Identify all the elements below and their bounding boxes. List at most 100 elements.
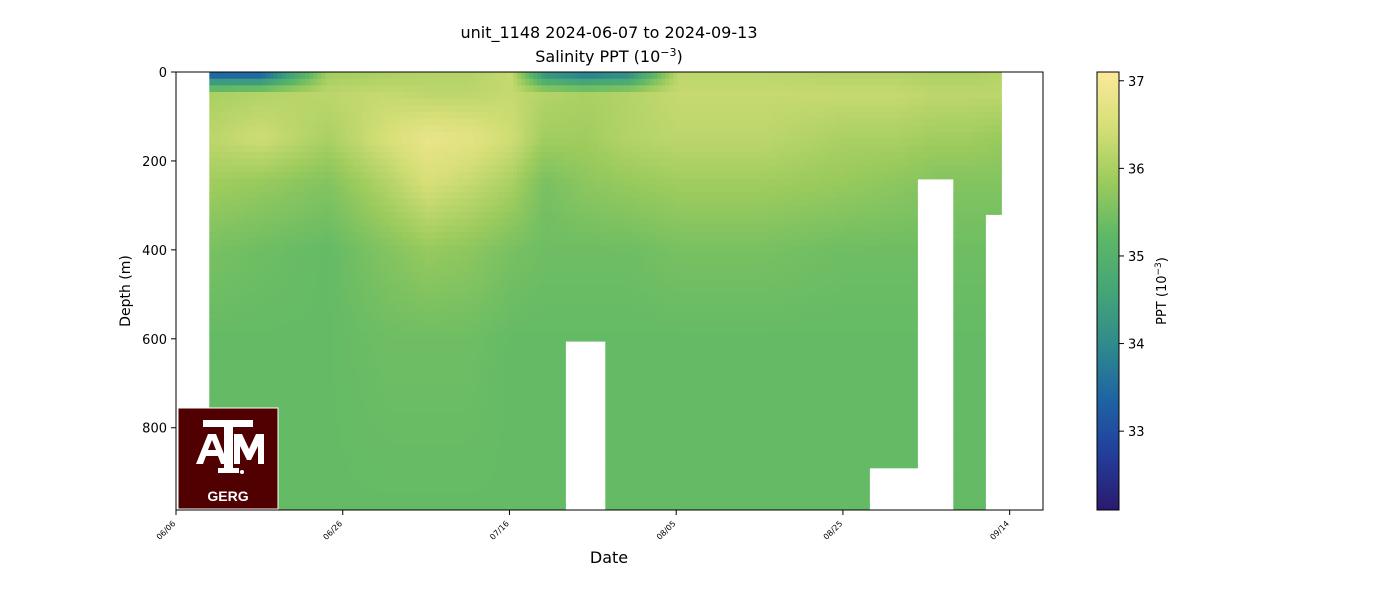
heatmap-cell [221,272,226,280]
heatmap-cell [345,172,350,180]
heatmap-cell [273,332,278,340]
heatmap-cell [405,212,410,220]
heatmap-cell [493,112,498,120]
heatmap-cell [445,365,450,373]
heatmap-cell [389,398,394,407]
heatmap-cell [369,238,374,247]
heatmap-cell [245,112,250,120]
heatmap-cell [437,345,442,353]
heatmap-cell [489,465,494,473]
heatmap-cell [445,158,450,166]
heatmap-cell [293,312,298,320]
heatmap-cell [405,232,410,240]
heatmap-cell [225,378,230,387]
heatmap-cell [293,332,298,340]
heatmap-cell [381,425,386,433]
heatmap-cell [357,172,362,180]
heatmap-cell [365,152,370,160]
heatmap-cell [365,138,370,146]
heatmap-cell [429,212,434,220]
heatmap-cell [505,278,510,287]
heatmap-cell [361,498,366,507]
heatmap-cell [321,398,326,407]
heatmap-cell [369,452,374,460]
heatmap-cell [401,505,406,510]
heatmap-cell [285,325,290,333]
heatmap-cell [481,158,486,166]
heatmap-cell [365,505,370,510]
heatmap-cell [389,478,394,487]
heatmap-cell [489,178,494,186]
heatmap-cell [233,92,238,100]
heatmap-cell [377,145,382,153]
heatmap-cell [313,505,318,510]
heatmap-cell [329,252,334,260]
heatmap-cell [353,85,358,93]
heatmap-cell [505,225,510,233]
heatmap-cell [461,358,466,367]
heatmap-cell [489,332,494,340]
heatmap-cell [313,425,318,433]
heatmap-cell [381,85,386,93]
heatmap-cell [465,85,470,93]
heatmap-cell [289,105,294,113]
heatmap-cell [233,338,238,347]
heatmap-cell [465,285,470,293]
heatmap-cell [269,78,274,86]
heatmap-cell [293,185,298,193]
heatmap-cell [257,245,262,253]
heatmap-cell [445,412,450,420]
heatmap-cell [385,258,390,267]
heatmap-cell [433,498,438,507]
heatmap-cell [209,272,214,280]
heatmap-cell [305,325,310,333]
heatmap-cell [445,345,450,353]
heatmap-cell [329,418,334,427]
heatmap-cell [397,232,402,240]
heatmap-cell [393,332,398,340]
heatmap-cell [277,178,282,186]
heatmap-cell [401,78,406,86]
heatmap-cell [437,198,442,206]
heatmap-cell [429,138,434,146]
heatmap-cell [477,218,482,226]
heatmap-cell [365,298,370,307]
heatmap-cell [505,485,510,493]
heatmap-cell [413,278,418,287]
heatmap-cell [237,292,242,300]
heatmap-cell [261,292,266,300]
heatmap-cell [225,385,230,393]
heatmap-cell [481,212,486,220]
heatmap-cell [505,425,510,433]
heatmap-cell [213,378,218,387]
heatmap-cell [485,498,490,507]
heatmap-cell [321,125,326,133]
heatmap-cell [305,205,310,213]
heatmap-cell [377,418,382,427]
heatmap-cell [445,125,450,133]
heatmap-cell [453,232,458,240]
heatmap-cell [469,452,474,460]
heatmap-cell [417,418,422,427]
heatmap-cell [401,212,406,220]
heatmap-cell [437,478,442,487]
heatmap-cell [273,238,278,247]
heatmap-cell [373,185,378,193]
heatmap-cell [301,105,306,113]
heatmap-cell [417,252,422,260]
heatmap-cell [373,265,378,273]
heatmap-cell [329,492,334,500]
heatmap-cell [329,272,334,280]
heatmap-cell [509,145,514,153]
heatmap-cell [349,138,354,146]
heatmap-cell [345,432,350,440]
heatmap-cell [493,378,498,387]
heatmap-cell [265,252,270,260]
heatmap-cell [477,325,482,333]
heatmap-cell [365,305,370,313]
heatmap-cell [353,112,358,120]
heatmap-cell [221,285,226,293]
heatmap-cell [469,398,474,407]
heatmap-cell [385,232,390,240]
heatmap-cell [385,412,390,420]
